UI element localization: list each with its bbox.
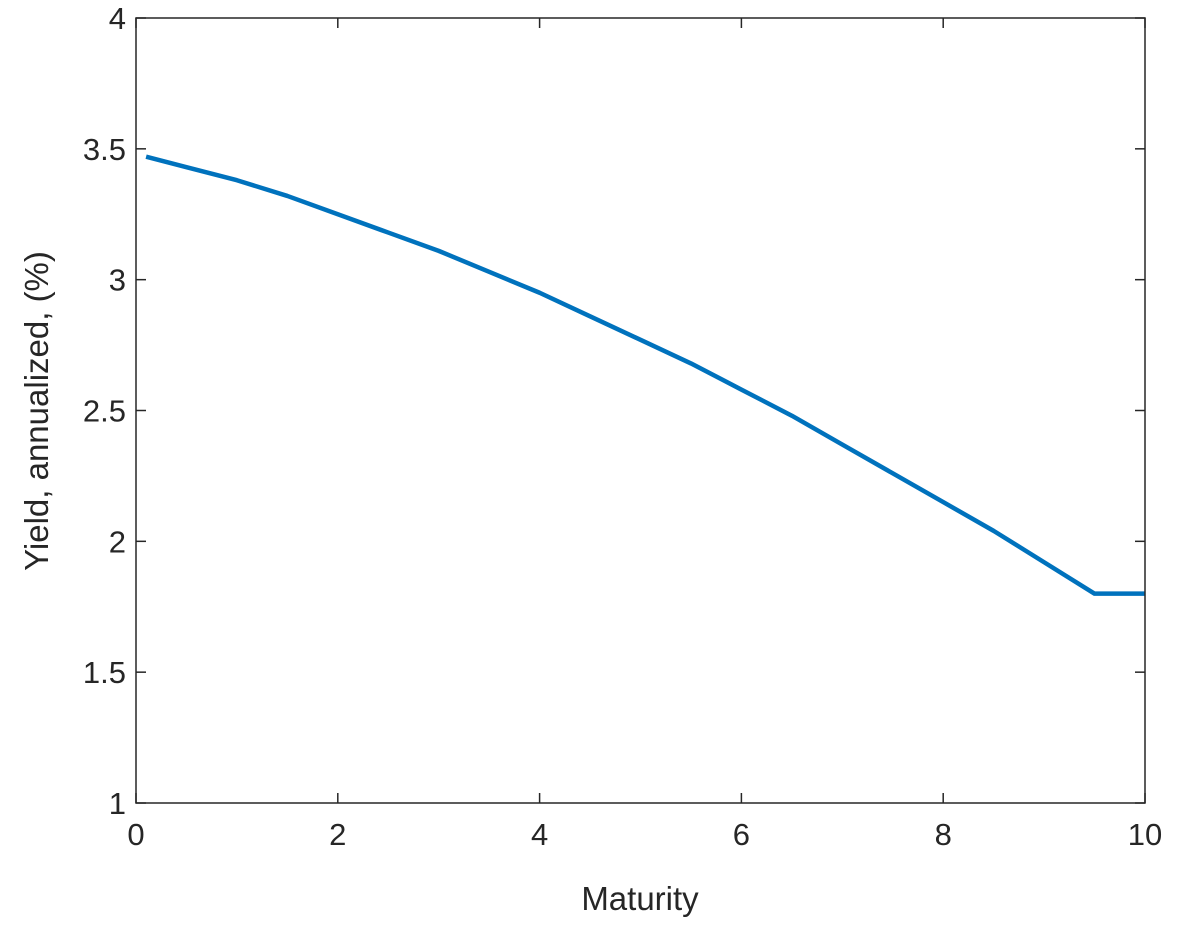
- y-axis-label: Yield, annualized, (%): [18, 251, 55, 571]
- x-tick-label: 10: [1128, 817, 1162, 852]
- x-tick-label: 0: [127, 817, 144, 852]
- y-tick-label: 1: [109, 786, 126, 821]
- series-line: [145, 154, 1145, 596]
- y-tick-label: 2.5: [83, 394, 126, 429]
- x-axis-label: Maturity: [581, 880, 699, 917]
- y-tick-label: 1.5: [83, 655, 126, 690]
- x-tick-label: 4: [531, 817, 548, 852]
- x-tick-label: 8: [935, 817, 952, 852]
- x-tick-label: 6: [733, 817, 750, 852]
- y-tick-label: 3.5: [83, 132, 126, 167]
- y-tick-label: 4: [109, 1, 126, 36]
- y-tick-label: 3: [109, 263, 126, 298]
- y-tick-label: 2: [109, 524, 126, 559]
- x-tick-label: 2: [329, 817, 346, 852]
